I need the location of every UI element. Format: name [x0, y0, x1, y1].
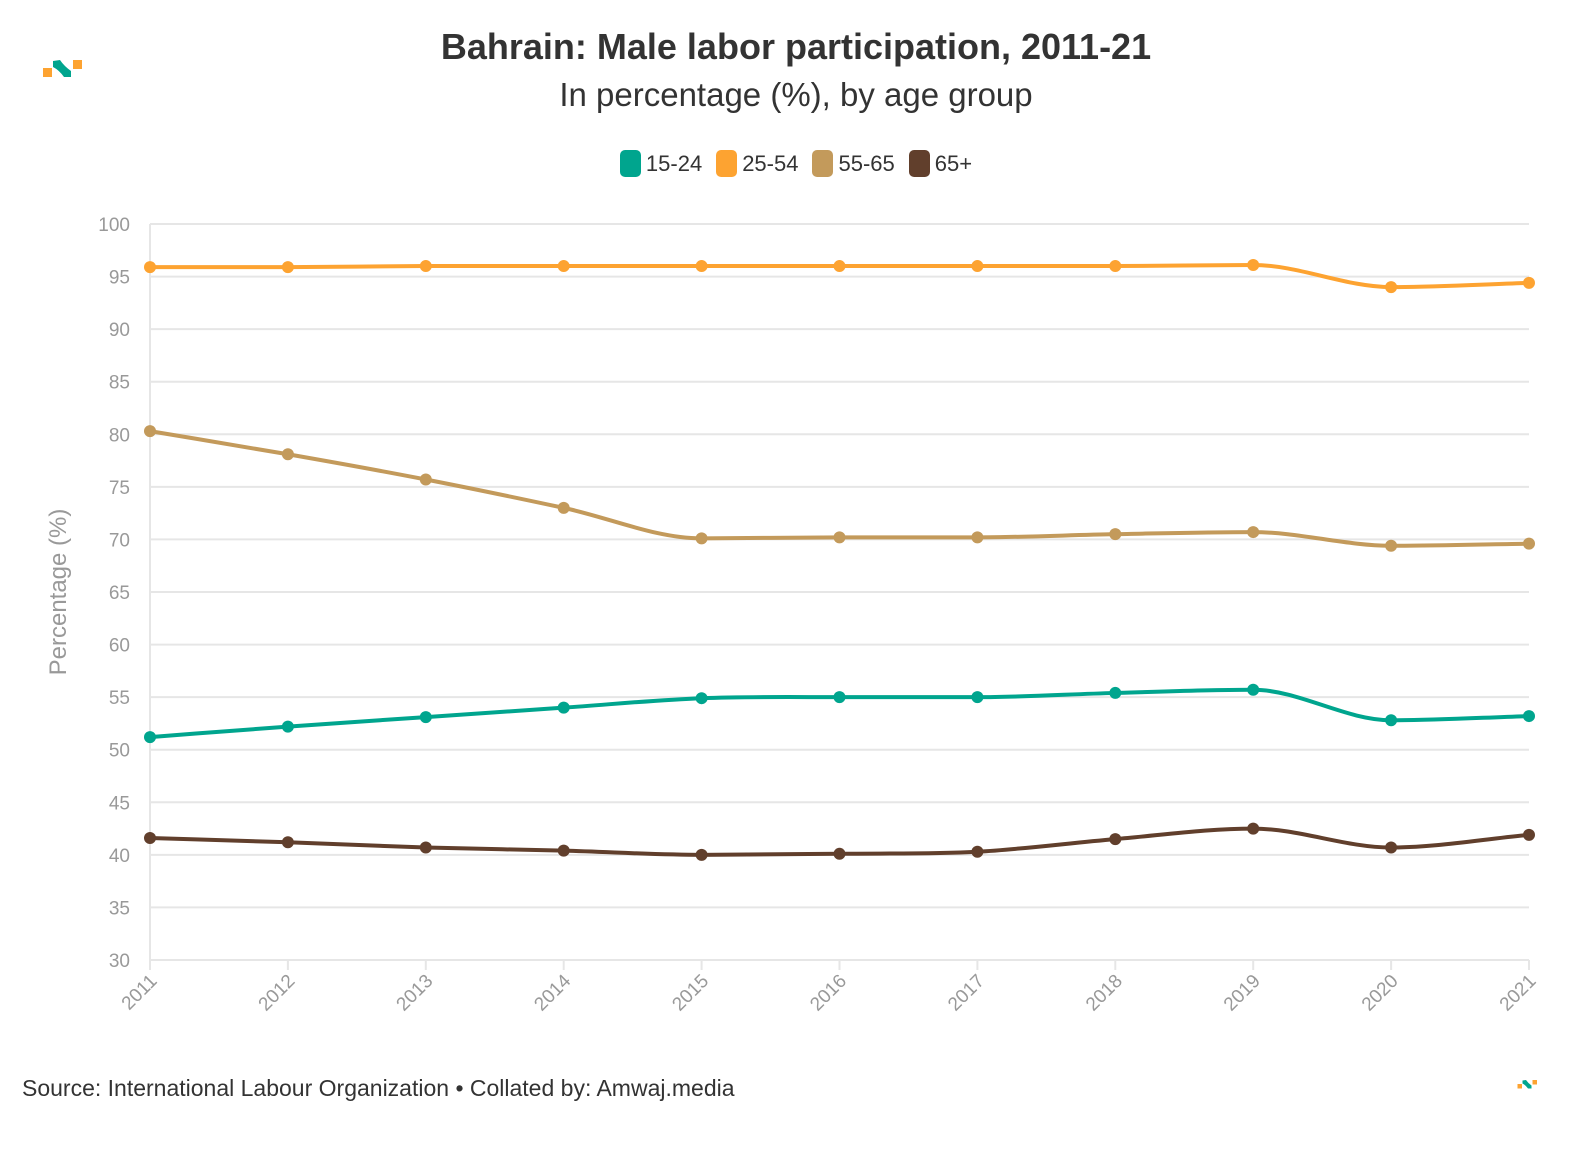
data-point-55-65: [1385, 539, 1398, 552]
x-tick-label: 2014: [530, 970, 575, 1015]
y-tick-label: 85: [109, 373, 130, 394]
line-chart: 30 35 40 45 50 55 60 65 70 75 80 85 90 95 100 2011 2012 2…: [45, 215, 1541, 1016]
data-point-65+: [1247, 822, 1260, 835]
x-tick-label: 2020: [1358, 971, 1403, 1016]
legend-swatch: [716, 150, 738, 177]
data-point-65+: [557, 844, 570, 857]
data-point-65+: [281, 836, 294, 849]
data-point-15-24: [281, 720, 294, 733]
data-point-65+: [144, 832, 156, 845]
legend-swatch: [908, 150, 930, 177]
chart-title: Bahrain: Male labor participation, 2011-…: [440, 26, 1152, 67]
data-point-55-65: [419, 473, 432, 486]
data-point-25-54: [144, 261, 156, 274]
y-tick-label: 65: [109, 583, 130, 604]
x-tick-label: 2011: [118, 971, 162, 1015]
x-tick-label: 2019: [1220, 971, 1265, 1016]
y-tick-label: 50: [109, 741, 130, 762]
x-tick-label: 2012: [255, 971, 300, 1016]
y-tick-label: 35: [109, 898, 130, 919]
data-point-65+: [695, 848, 708, 861]
legend-swatch: [619, 150, 641, 177]
data-point-25-54: [1109, 260, 1122, 273]
legend-item-15-24[interactable]: 15-24: [619, 150, 703, 177]
source-note: Source: International Labour Organizatio…: [22, 1075, 735, 1101]
y-tick-label: 100: [98, 215, 130, 236]
data-point-55-65: [557, 501, 570, 514]
y-tick-label: 60: [109, 636, 130, 657]
data-point-25-54: [557, 260, 570, 273]
x-tick-label: 2021: [1496, 971, 1541, 1016]
data-point-65+: [1385, 841, 1398, 854]
data-point-65+: [419, 841, 432, 854]
legend-item-25-54[interactable]: 25-54: [716, 150, 798, 177]
y-tick-label: 40: [109, 846, 130, 867]
data-point-15-24: [1109, 686, 1122, 699]
legend-item-65plus[interactable]: 65+: [908, 150, 973, 177]
legend-label: 15-24: [645, 150, 703, 176]
y-tick-label: 30: [109, 951, 130, 972]
x-tick-label: 2015: [668, 971, 713, 1016]
data-point-55-65: [695, 532, 708, 545]
y-axis-title: Percentage (%): [45, 509, 72, 676]
data-point-15-24: [971, 691, 984, 704]
legend-label: 65+: [934, 150, 973, 176]
data-point-15-24: [695, 692, 708, 705]
data-point-55-65: [1523, 537, 1535, 550]
chart-subtitle: In percentage (%), by age group: [559, 76, 1033, 113]
data-point-15-24: [1385, 714, 1398, 727]
y-tick-label: 95: [109, 268, 130, 289]
amwaj-logo: [43, 60, 82, 77]
data-point-15-24: [419, 711, 432, 724]
data-point-15-24: [144, 731, 156, 744]
data-point-65+: [1109, 833, 1122, 846]
y-tick-label: 70: [109, 530, 130, 551]
data-point-25-54: [1523, 276, 1535, 289]
legend-label: 55-65: [838, 150, 895, 176]
data-point-65+: [1523, 828, 1535, 841]
data-point-55-65: [1247, 526, 1260, 539]
data-point-25-54: [971, 260, 984, 273]
y-tick-label: 80: [109, 425, 130, 446]
data-point-55-65: [971, 531, 984, 544]
data-point-15-24: [1523, 710, 1535, 723]
data-point-25-54: [1247, 259, 1260, 272]
data-point-65+: [833, 847, 846, 860]
y-tick-label: 55: [109, 688, 130, 709]
data-point-15-24: [557, 701, 570, 714]
legend-swatch: [812, 150, 834, 177]
data-point-25-54: [833, 260, 846, 273]
data-point-25-54: [281, 261, 294, 274]
data-point-15-24: [1247, 683, 1260, 696]
x-tick-label: 2017: [944, 971, 989, 1016]
x-tick-label: 2018: [1082, 971, 1127, 1016]
data-point-55-65: [144, 425, 156, 438]
y-tick-label: 90: [109, 320, 130, 341]
amwaj-logo-small: [1517, 1080, 1537, 1089]
data-point-25-54: [695, 260, 708, 273]
y-tick-label: 45: [109, 793, 130, 814]
data-point-65+: [971, 845, 984, 858]
x-tick-label: 2013: [393, 971, 438, 1016]
data-point-55-65: [281, 448, 294, 461]
data-point-15-24: [833, 691, 846, 704]
data-point-55-65: [1109, 528, 1122, 541]
legend-item-55-65[interactable]: 55-65: [812, 150, 895, 177]
legend: 15-24 25-54 55-65 65+: [0, 150, 1592, 177]
data-point-25-54: [419, 260, 432, 273]
data-point-55-65: [833, 531, 846, 544]
data-point-25-54: [1385, 281, 1398, 294]
y-tick-label: 75: [109, 478, 130, 499]
series-line-55-65: [149, 429, 1530, 548]
legend-label: 25-54: [742, 150, 799, 176]
x-tick-label: 2016: [806, 971, 851, 1016]
